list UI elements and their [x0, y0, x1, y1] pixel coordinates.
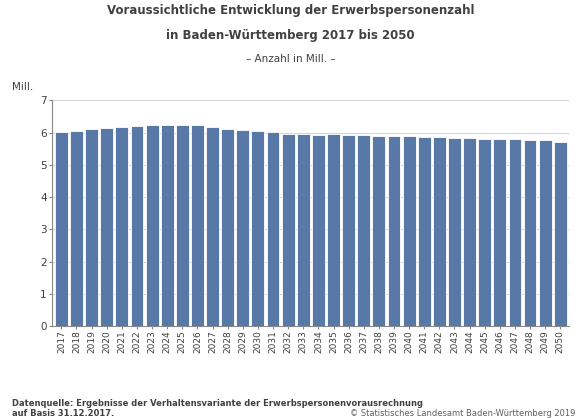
Bar [146, 125, 159, 326]
Bar [252, 131, 264, 326]
Bar [448, 138, 461, 326]
Bar [116, 127, 128, 326]
Text: Mill.: Mill. [12, 82, 33, 92]
Bar [85, 129, 98, 326]
Bar [403, 136, 415, 326]
Bar [523, 140, 536, 326]
Bar [493, 139, 506, 326]
Bar [176, 125, 189, 326]
Bar [433, 138, 446, 326]
Bar [418, 137, 431, 326]
Bar [327, 134, 340, 326]
Bar [312, 135, 325, 326]
Bar [508, 139, 521, 326]
Text: in Baden-Württemberg 2017 bis 2050: in Baden-Württemberg 2017 bis 2050 [166, 29, 415, 42]
Bar [267, 132, 279, 326]
Text: © Statistisches Landesamt Baden-Württemberg 2019: © Statistisches Landesamt Baden-Württemb… [350, 409, 575, 418]
Bar [388, 136, 400, 326]
Text: – Anzahl in Mill. –: – Anzahl in Mill. – [246, 54, 335, 64]
Bar [206, 127, 219, 326]
Bar [297, 134, 310, 326]
Bar [221, 129, 234, 326]
Bar [131, 126, 144, 326]
Bar [342, 135, 355, 326]
Bar [236, 130, 249, 326]
Text: Voraussichtliche Entwicklung der Erwerbspersonenzahl: Voraussichtliche Entwicklung der Erwerbs… [107, 4, 474, 17]
Text: Datenquelle: Ergebnisse der Verhaltensvariante der Erwerbspersonenvorausrechnung: Datenquelle: Ergebnisse der Verhaltensva… [12, 399, 422, 418]
Bar [161, 125, 174, 326]
Bar [191, 125, 204, 326]
Bar [282, 133, 295, 326]
Bar [554, 142, 566, 326]
Bar [55, 132, 68, 326]
Bar [70, 131, 83, 326]
Bar [101, 128, 113, 326]
Bar [357, 135, 370, 326]
Bar [372, 136, 385, 326]
Bar [463, 138, 476, 326]
Bar [478, 139, 491, 326]
Bar [539, 140, 551, 326]
